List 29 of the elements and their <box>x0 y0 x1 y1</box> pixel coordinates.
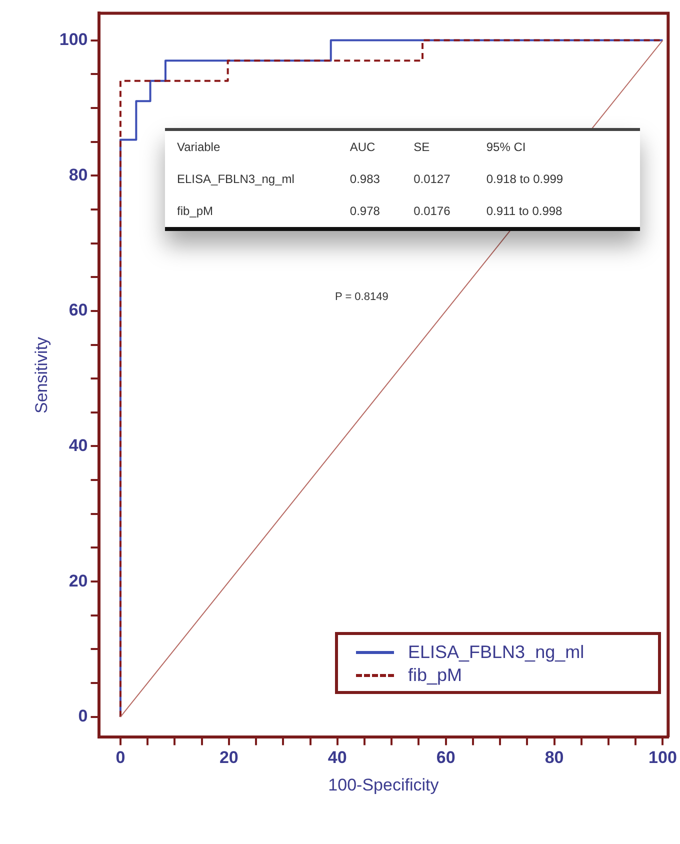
annotation: 0.0176 <box>412 203 452 220</box>
x-tick-label: 60 <box>436 748 456 768</box>
annotation: P = 0.8149 <box>335 291 388 303</box>
annotation: 0.983 <box>348 171 381 188</box>
legend-label: ELISA_FBLN3_ng_ml <box>408 642 584 663</box>
x-tick-label: 40 <box>328 748 347 768</box>
y-tick-label: 100 <box>59 30 88 49</box>
legend-label: fib_pM <box>408 665 462 686</box>
annotation: 0.911 to 0.998 <box>485 203 564 220</box>
annotation: 0.978 <box>348 203 381 220</box>
annotation: SE <box>412 139 431 156</box>
annotation: AUC <box>348 139 376 156</box>
y-tick-label: 20 <box>68 571 88 590</box>
annotation: fib_pM <box>176 203 214 220</box>
x-axis-title: 100-Specificity <box>328 775 440 794</box>
x-tick-label: 100 <box>648 748 677 768</box>
y-axis-title: Sensitivity <box>32 336 51 414</box>
x-tick-label: 80 <box>544 748 564 768</box>
annotation: 95% CI <box>485 139 527 156</box>
annotation: 0.918 to 0.999 <box>485 171 564 188</box>
x-tick-label: 0 <box>116 748 126 768</box>
annotation: ELISA_FBLN3_ng_ml <box>176 171 296 188</box>
x-tick-label: 20 <box>219 748 238 768</box>
y-tick-label: 0 <box>78 706 88 726</box>
annotation: 0.0127 <box>412 171 452 188</box>
y-tick-label: 40 <box>68 436 88 455</box>
y-tick-label: 80 <box>68 165 88 184</box>
annotation: Variable <box>176 139 222 156</box>
y-tick-label: 60 <box>68 300 88 320</box>
